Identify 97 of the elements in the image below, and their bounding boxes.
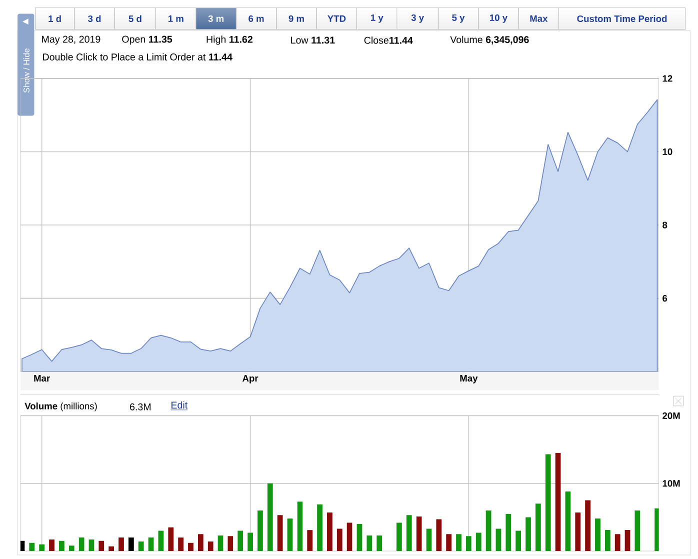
bar xyxy=(317,504,322,552)
x-tick-label: May xyxy=(460,375,478,384)
text: Close11.44 xyxy=(364,36,413,44)
bar xyxy=(516,530,522,552)
text: Low 11.31 xyxy=(291,36,335,44)
y-tick-label: 12 xyxy=(662,75,672,82)
bar xyxy=(585,500,590,552)
y-tick-label: 6 xyxy=(662,295,668,302)
bar xyxy=(575,512,581,552)
bar xyxy=(506,514,512,552)
bar xyxy=(267,483,273,552)
bar xyxy=(178,538,184,552)
bar xyxy=(277,515,283,552)
bar xyxy=(346,522,352,552)
text: 5 y xyxy=(452,14,465,23)
bar xyxy=(108,546,114,552)
text: Edit xyxy=(172,401,188,409)
bar xyxy=(228,536,234,552)
text: 1 y xyxy=(371,14,384,23)
bar xyxy=(406,515,412,552)
annotation: Show / Hide xyxy=(23,48,30,93)
text: 6 m xyxy=(248,15,264,22)
bar xyxy=(208,542,214,552)
bar xyxy=(218,536,224,552)
bar xyxy=(327,512,332,552)
bar xyxy=(78,538,84,552)
bar xyxy=(614,534,620,552)
text: High 11.62 xyxy=(206,36,252,45)
bar xyxy=(416,516,422,552)
bar xyxy=(654,508,659,552)
bar xyxy=(555,452,561,552)
bar xyxy=(356,524,362,552)
bar xyxy=(376,536,382,552)
bar xyxy=(446,534,452,552)
bar xyxy=(29,542,35,552)
bar xyxy=(466,536,472,552)
bar xyxy=(20,540,25,552)
text: 3 m xyxy=(208,15,224,22)
text: 3 d xyxy=(88,15,101,22)
bar xyxy=(565,492,571,552)
text: YTD xyxy=(328,15,346,22)
bar xyxy=(496,528,502,552)
text: 9 m xyxy=(288,15,304,22)
bar xyxy=(58,540,64,552)
bar xyxy=(535,504,541,552)
y-tick-label: 20M xyxy=(662,412,680,420)
bar xyxy=(366,536,372,552)
text: Double Click to Place a Limit Order at 11.44 xyxy=(43,53,232,61)
bar xyxy=(604,530,610,552)
bar xyxy=(248,532,253,552)
bar xyxy=(168,527,174,552)
bar xyxy=(526,517,531,552)
bar xyxy=(476,532,482,552)
bar xyxy=(68,546,74,552)
x-tick-label: Apr xyxy=(242,375,258,384)
bar xyxy=(98,540,104,552)
bar xyxy=(624,530,630,552)
bar xyxy=(307,530,313,552)
bar xyxy=(188,542,194,552)
bar xyxy=(336,528,342,552)
bar xyxy=(258,510,263,552)
text: Max xyxy=(530,15,548,22)
bar xyxy=(39,544,45,552)
bar xyxy=(128,538,134,552)
text: 1 d xyxy=(48,15,61,22)
bar xyxy=(426,528,432,552)
bar xyxy=(545,454,551,552)
bar xyxy=(456,534,462,552)
x-tick-label: Mar xyxy=(34,375,50,382)
bar xyxy=(396,522,402,552)
text: 5 d xyxy=(128,15,142,22)
bar xyxy=(436,519,442,552)
y-tick-label: 10 xyxy=(662,148,672,156)
text: Volume 6,345,096 xyxy=(450,36,529,45)
text: 6.3M xyxy=(130,403,151,410)
y-tick-label: 8 xyxy=(662,222,668,228)
text: Custom Time Period xyxy=(577,15,667,22)
text: 3 y xyxy=(411,14,424,23)
chart-title: Volume (millions) xyxy=(24,402,97,412)
bar xyxy=(158,530,164,552)
bar xyxy=(198,534,204,552)
bar xyxy=(49,540,54,552)
bar xyxy=(287,518,293,552)
bar xyxy=(486,510,492,552)
bar xyxy=(88,540,94,552)
bar xyxy=(118,538,124,552)
text: 1 m xyxy=(168,15,184,22)
bar xyxy=(148,538,154,552)
y-tick-label: 10M xyxy=(662,480,680,487)
bar xyxy=(297,502,303,552)
bar xyxy=(595,518,600,552)
text: 10 y xyxy=(490,14,508,23)
text: May 28, 2019 xyxy=(42,36,100,45)
bar xyxy=(138,542,144,552)
bar xyxy=(238,530,244,552)
text: Open 11.35 xyxy=(122,36,172,45)
bar xyxy=(634,510,640,552)
